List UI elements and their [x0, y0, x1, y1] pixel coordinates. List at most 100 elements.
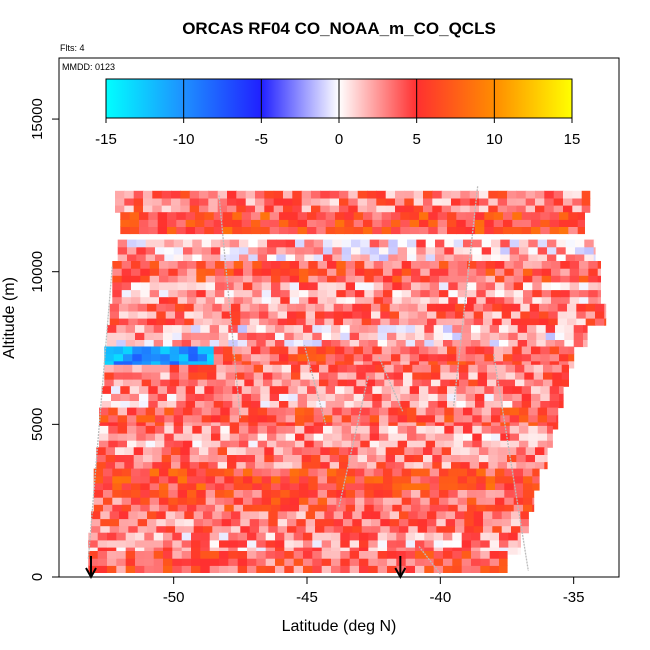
heatmap-cell [520, 310, 531, 319]
heatmap-cell [523, 504, 533, 512]
heatmap-cell [465, 393, 476, 401]
heatmap-cell [449, 364, 460, 373]
heatmap-cell [568, 226, 579, 235]
heatmap-cell [197, 353, 208, 362]
heatmap-cell [199, 461, 209, 470]
heatmap-cell [415, 332, 425, 340]
heatmap-cell [387, 539, 397, 548]
heatmap-cell [312, 547, 323, 555]
heatmap-cell [127, 407, 137, 416]
heatmap-cell [376, 190, 387, 199]
heatmap-cell [372, 226, 383, 235]
heatmap-cell [552, 364, 563, 373]
heatmap-cell [296, 318, 307, 326]
heatmap-cell [316, 346, 327, 355]
heatmap-cell [219, 539, 229, 548]
heatmap-cell [123, 353, 133, 362]
heatmap-cell [261, 282, 272, 291]
heatmap-cell [301, 205, 312, 213]
heatmap-cell [137, 518, 148, 527]
heatmap-cell [192, 425, 203, 434]
heatmap-cell [372, 360, 383, 369]
heatmap-cell [156, 318, 167, 326]
heatmap-cell [201, 425, 212, 434]
heatmap-cell [173, 239, 184, 248]
heatmap-cell [496, 379, 507, 387]
heatmap-cell [319, 364, 329, 373]
heatmap-cell [452, 551, 463, 559]
heatmap-cell [323, 425, 333, 434]
heatmap-cell [141, 371, 152, 380]
heatmap-cell [252, 268, 263, 276]
heatmap-cell [303, 551, 313, 559]
heatmap-cell [597, 261, 601, 269]
heatmap-cell [515, 379, 525, 387]
heatmap-cell [433, 539, 444, 548]
heatmap-cell [207, 371, 217, 380]
heatmap-cell [456, 212, 467, 220]
heatmap-cell [427, 525, 437, 534]
heatmap-cell [487, 364, 497, 373]
heatmap-cell [245, 447, 256, 455]
heatmap-cell [323, 407, 333, 416]
heatmap-cell [387, 339, 397, 348]
heatmap-cell [429, 475, 440, 484]
heatmap-cell [471, 547, 481, 555]
heatmap-cell [537, 425, 548, 434]
heatmap-cell [421, 364, 432, 373]
heatmap-cell [99, 421, 109, 430]
heatmap-cell [335, 212, 345, 220]
heatmap-cell [472, 440, 483, 448]
heatmap-cell [304, 425, 315, 434]
heatmap-cell [117, 253, 128, 262]
heatmap-cell [235, 364, 245, 373]
heatmap-cell [584, 253, 595, 262]
flight-track-line [303, 344, 327, 425]
heatmap-cell [271, 268, 281, 276]
heatmap-cell [380, 518, 391, 527]
heatmap-cell [436, 310, 447, 319]
heatmap-cell [315, 511, 325, 520]
heatmap-cell [273, 461, 284, 470]
heatmap-cell [321, 547, 332, 555]
heatmap-cell [364, 497, 375, 505]
heatmap-cell [241, 219, 252, 227]
heatmap-cell [191, 325, 201, 333]
heatmap-cell [107, 332, 117, 340]
heatmap-cell [217, 197, 228, 206]
heatmap-cell [155, 425, 165, 434]
heatmap-cell [284, 558, 295, 566]
heatmap-cell [247, 547, 257, 555]
heatmap-cell [476, 296, 487, 305]
heatmap-cell [149, 268, 160, 276]
heatmap-cell [205, 490, 216, 498]
heatmap-cell [129, 212, 140, 220]
heatmap-cell [292, 454, 303, 463]
heatmap-cell [364, 468, 375, 477]
heatmap-cell [355, 504, 365, 512]
heatmap-cell [439, 275, 449, 283]
heatmap-cell [140, 289, 151, 298]
heatmap-cell [307, 360, 317, 369]
heatmap-cell [253, 379, 264, 387]
heatmap-cell [323, 414, 333, 423]
heatmap-cell [477, 379, 488, 387]
heatmap-cell [480, 547, 491, 555]
heatmap-cell [164, 253, 175, 262]
heatmap-cell [219, 551, 229, 559]
heatmap-cell [299, 282, 309, 291]
heatmap-cell [291, 364, 301, 373]
heatmap-cell [336, 282, 347, 291]
heatmap-cell [373, 275, 384, 283]
heatmap-cell [261, 296, 272, 305]
heatmap-cell [491, 421, 501, 430]
heatmap-cell [405, 558, 416, 566]
heatmap-cell [239, 253, 249, 262]
heatmap-cell [96, 454, 107, 463]
heatmap-cell [467, 490, 477, 498]
heatmap-cell [155, 253, 165, 262]
heatmap-cell [484, 212, 495, 220]
heatmap-cell [528, 440, 539, 448]
heatmap-cell [383, 497, 393, 505]
heatmap-cell [397, 433, 408, 441]
